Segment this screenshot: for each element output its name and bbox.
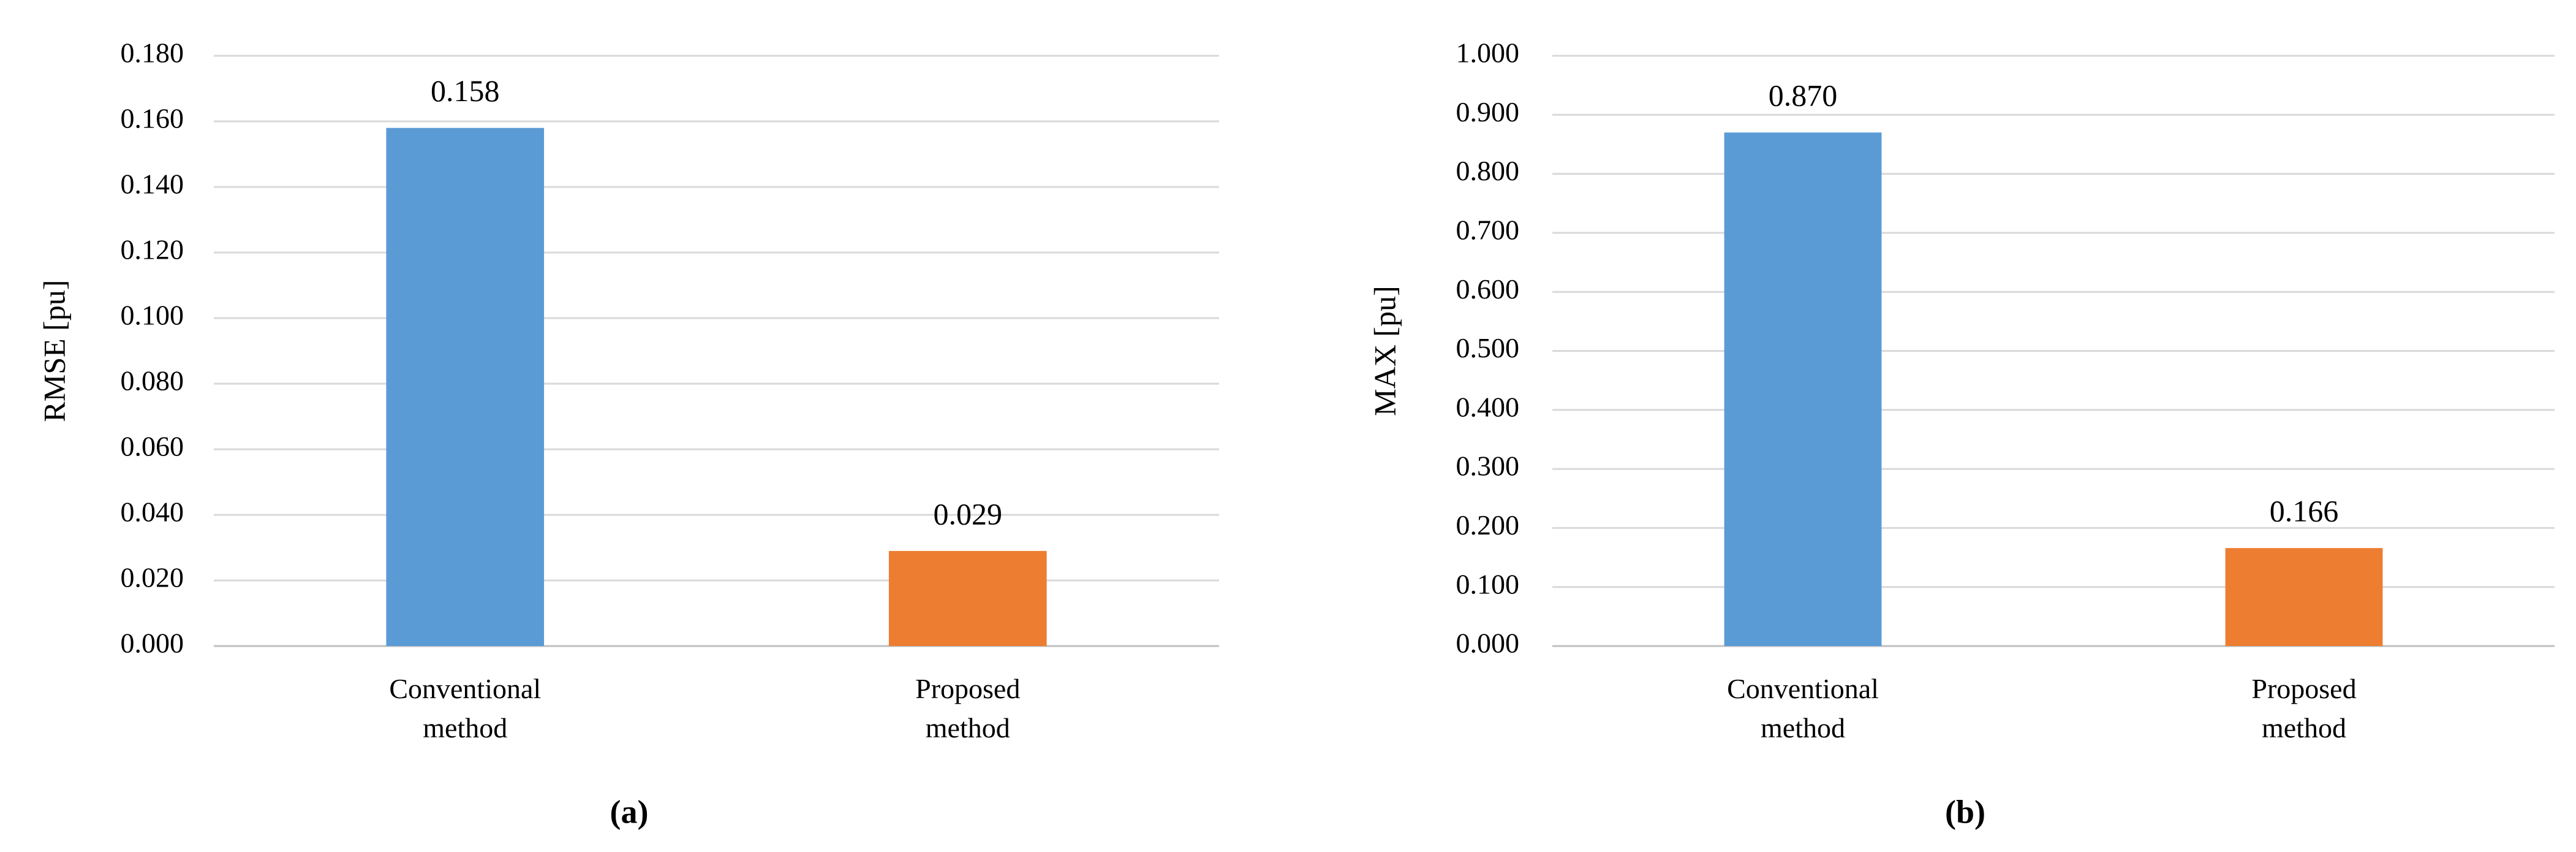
y-tick-label: 0.600 (1456, 273, 1520, 305)
y-tick-label: 1.000 (1456, 37, 1520, 69)
bar (1724, 132, 1882, 646)
data-label: 0.158 (431, 74, 500, 108)
y-tick-label: 0.160 (121, 103, 184, 134)
x-tick-label-box: Proposed method (915, 673, 1021, 744)
y-tick-label: 0.100 (121, 300, 184, 331)
y-tick-label: 0.500 (1456, 332, 1520, 363)
y-axis-title: RMSE [pu] (37, 280, 71, 422)
y-tick-label: 0.020 (121, 562, 184, 593)
data-label: 0.870 (1769, 78, 1838, 113)
y-tick-label: 0.080 (121, 365, 184, 397)
y-axis-title: MAX [pu] (1367, 286, 1402, 416)
y-tick-label: 0.300 (1456, 451, 1520, 482)
y-tick-label: 0.060 (121, 431, 184, 462)
x-tick-label-box: Conventional method (389, 673, 542, 744)
x-tick-label-box: Proposed method (2251, 673, 2357, 744)
y-tick-label: 0.900 (1456, 96, 1520, 127)
y-tick-label: 0.000 (121, 628, 184, 659)
data-label: 0.166 (2270, 494, 2339, 528)
y-tick-label: 0.040 (121, 496, 184, 528)
x-tick-label: Proposed method (2251, 673, 2357, 744)
y-tick-label: 0.700 (1456, 214, 1520, 245)
x-tick-label-box: Conventional method (1727, 673, 1879, 744)
y-tick-label: 0.800 (1456, 155, 1520, 186)
bar (386, 127, 545, 646)
y-tick-label: 0.400 (1456, 391, 1520, 422)
y-tick-label: 0.000 (1456, 628, 1520, 659)
y-tick-label: 0.140 (121, 169, 184, 200)
x-tick-label: Conventional method (389, 673, 542, 744)
bar (888, 550, 1047, 646)
x-tick-label: Proposed method (915, 673, 1021, 744)
y-tick-label: 0.100 (1456, 568, 1520, 599)
bar (2225, 548, 2383, 646)
data-label: 0.029 (934, 496, 1003, 531)
y-tick-label: 0.120 (121, 234, 184, 265)
panel-label: (a) (610, 793, 649, 830)
x-tick-label: Conventional method (1727, 673, 1879, 744)
y-tick-label: 0.200 (1456, 509, 1520, 541)
panel-label: (b) (1945, 793, 1985, 830)
y-tick-label: 0.180 (121, 37, 184, 69)
